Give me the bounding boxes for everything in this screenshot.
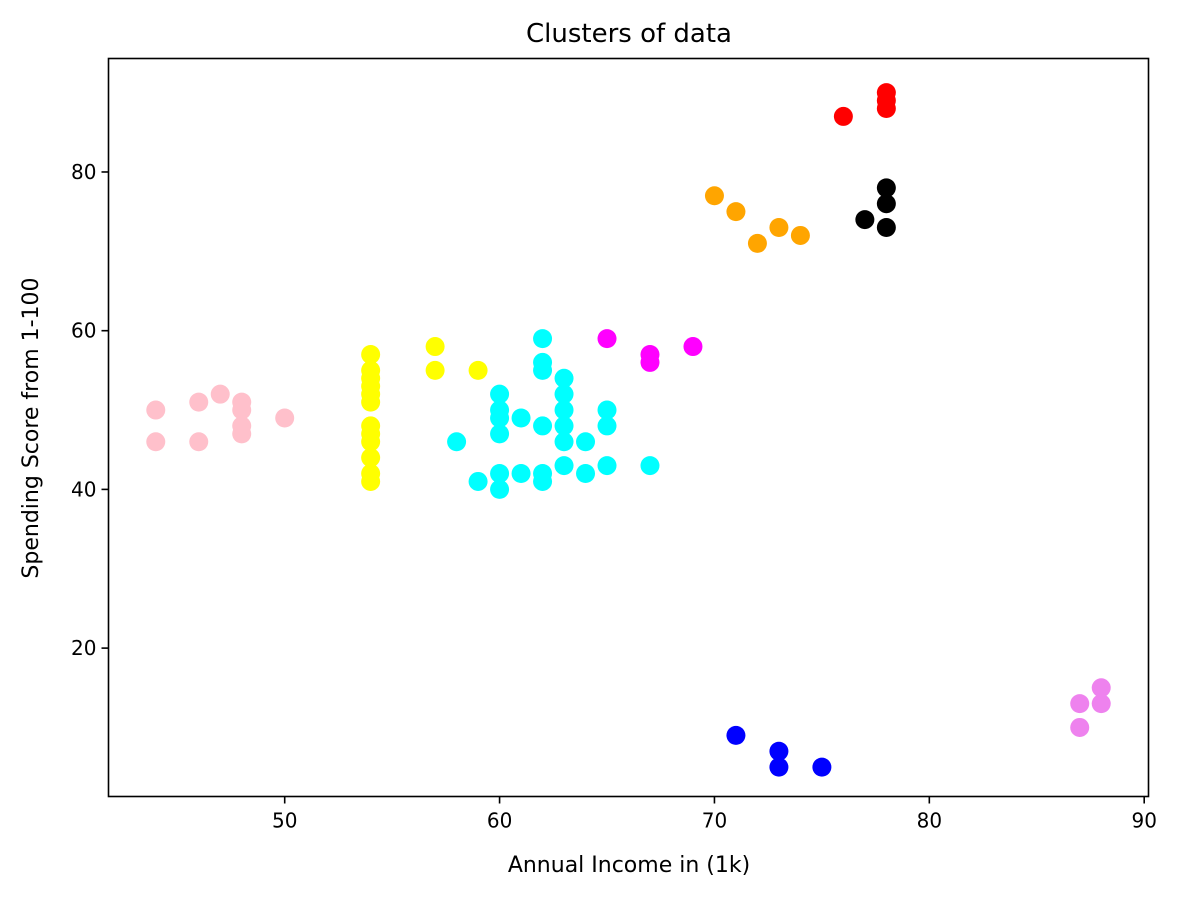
x-axis-ticks: 50 60 70 80 90: [272, 796, 1157, 833]
data-point-cluster-3: [597, 416, 617, 436]
data-point-cluster-4: [640, 352, 660, 372]
y-tick-label: 20: [71, 636, 96, 660]
data-point-cluster-3: [533, 360, 553, 380]
data-point-cluster-8: [812, 757, 832, 777]
data-point-cluster-2: [361, 344, 381, 364]
x-tick-label: 90: [1131, 809, 1156, 833]
x-tick-label: 50: [272, 809, 297, 833]
data-point-cluster-8: [726, 725, 746, 745]
data-point-cluster-5: [747, 233, 767, 253]
y-tick-label: 80: [71, 160, 96, 184]
data-point-cluster-2: [468, 360, 488, 380]
data-point-cluster-5: [769, 218, 789, 238]
data-point-cluster-8: [769, 757, 789, 777]
data-point-cluster-2: [425, 360, 445, 380]
data-point-cluster-5: [704, 186, 724, 206]
data-point-cluster-6: [876, 98, 896, 118]
data-point-cluster-8: [769, 741, 789, 761]
y-tick-label: 40: [71, 477, 96, 501]
data-point-cluster-3: [468, 471, 488, 491]
data-point-cluster-7: [876, 178, 896, 198]
data-point-cluster-3: [576, 464, 596, 484]
data-point-cluster-1: [232, 424, 252, 444]
data-point-cluster-2: [361, 471, 381, 491]
data-point-cluster-2: [361, 448, 381, 468]
data-point-cluster-4: [597, 329, 617, 349]
data-point-cluster-7: [876, 218, 896, 238]
data-point-cluster-3: [554, 416, 574, 436]
x-tick-label: 70: [702, 809, 727, 833]
data-point-cluster-9: [1070, 694, 1090, 714]
y-tick-label: 60: [71, 319, 96, 343]
data-point-cluster-3: [490, 384, 510, 404]
data-point-cluster-6: [833, 106, 853, 126]
chart-title: Clusters of data: [526, 19, 732, 49]
data-point-cluster-1: [232, 400, 252, 420]
data-point-cluster-3: [554, 384, 574, 404]
data-point-cluster-5: [726, 202, 746, 222]
data-point-cluster-5: [790, 225, 810, 245]
y-axis-label: Spending Score from 1-100: [19, 277, 44, 578]
x-axis-label: Annual Income in (1k): [508, 853, 750, 878]
data-point-cluster-9: [1091, 694, 1111, 714]
x-tick-label: 80: [917, 809, 942, 833]
data-point-cluster-3: [640, 456, 660, 476]
data-point-cluster-3: [597, 400, 617, 420]
data-point-cluster-1: [189, 392, 209, 412]
data-point-cluster-3: [554, 368, 574, 388]
plot-area-frame: [107, 57, 1150, 798]
data-point-cluster-3: [490, 408, 510, 428]
data-point-cluster-3: [554, 456, 574, 476]
data-point-cluster-7: [876, 194, 896, 214]
data-point-cluster-3: [490, 424, 510, 444]
data-point-cluster-3: [511, 408, 531, 428]
data-point-cluster-3: [576, 432, 596, 452]
x-tick-label: 60: [487, 809, 512, 833]
data-point-cluster-9: [1091, 678, 1111, 698]
data-point-cluster-3: [511, 464, 531, 484]
data-point-cluster-2: [361, 392, 381, 412]
data-points: [146, 83, 1111, 777]
data-point-cluster-1: [189, 432, 209, 452]
data-point-cluster-1: [146, 432, 166, 452]
data-point-cluster-2: [425, 337, 445, 357]
data-point-cluster-3: [554, 432, 574, 452]
data-point-cluster-3: [447, 432, 467, 452]
data-point-cluster-3: [490, 479, 510, 499]
data-point-cluster-7: [855, 210, 875, 230]
data-point-cluster-4: [683, 337, 703, 357]
data-point-cluster-1: [210, 384, 230, 404]
data-point-cluster-3: [490, 464, 510, 484]
data-point-cluster-1: [146, 400, 166, 420]
data-point-cluster-9: [1070, 717, 1090, 737]
data-point-cluster-3: [533, 416, 553, 436]
data-point-cluster-2: [361, 432, 381, 452]
data-point-cluster-3: [533, 471, 553, 491]
data-point-cluster-3: [533, 329, 553, 349]
data-point-cluster-1: [275, 408, 295, 428]
data-point-cluster-3: [554, 400, 574, 420]
y-axis-ticks: 20 40 60 80: [71, 160, 109, 660]
data-point-cluster-3: [597, 456, 617, 476]
